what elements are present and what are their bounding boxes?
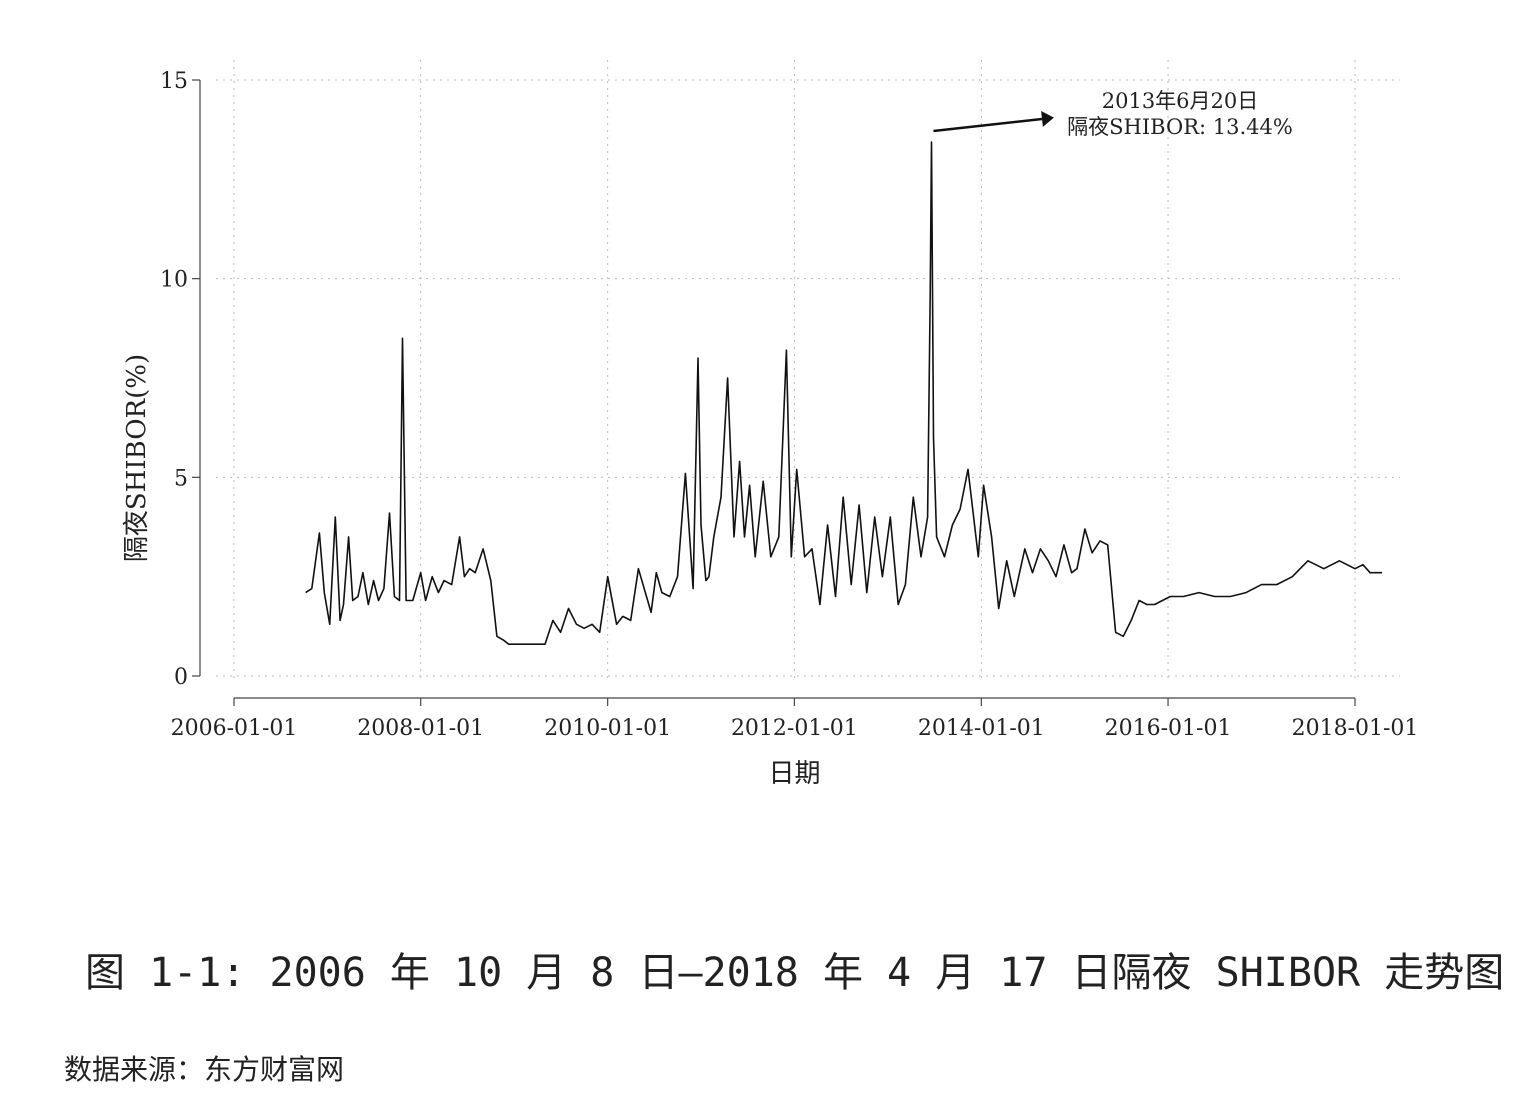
x-tick-label: 2006-01-01 [171, 716, 298, 741]
y-tick-label: 10 [160, 268, 188, 293]
figure-caption: 图 1-1: 2006 年 10 月 8 日—2018 年 4 月 17 日隔夜… [85, 950, 1505, 996]
annotation-date-label: 2013年6月20日 [1102, 89, 1259, 113]
y-tick-label: 15 [160, 69, 188, 94]
y-axis: 0 5 10 15 [160, 69, 201, 690]
y-tick-label: 5 [174, 466, 188, 491]
y-axis-title: 隔夜SHIBOR(%) [122, 354, 152, 562]
annotation-arrowhead [1041, 111, 1054, 127]
x-axis-title: 日期 [768, 759, 820, 789]
x-tick-label: 2010-01-01 [544, 716, 671, 741]
source-note: 数据来源：东方财富网 [64, 1053, 345, 1086]
grid-lines [216, 60, 1400, 678]
annotation-value-label: 隔夜SHIBOR: 13.44% [1067, 115, 1293, 139]
peak-annotation: 2013年6月20日 隔夜SHIBOR: 13.44% [933, 89, 1293, 139]
series-line-shibor [305, 141, 1383, 645]
x-tick-label: 2018-01-01 [1292, 716, 1419, 741]
x-axis: 2006-01-01 2008-01-01 2010-01-01 2012-01-01… [171, 697, 1419, 741]
annotation-arrow [933, 117, 1043, 133]
x-tick-label: 2008-01-01 [357, 716, 484, 741]
x-tick-label: 2012-01-01 [731, 716, 858, 741]
x-tick-label: 2016-01-01 [1105, 716, 1232, 741]
x-tick-label: 2014-01-01 [918, 716, 1045, 741]
y-tick-label: 0 [174, 665, 188, 690]
